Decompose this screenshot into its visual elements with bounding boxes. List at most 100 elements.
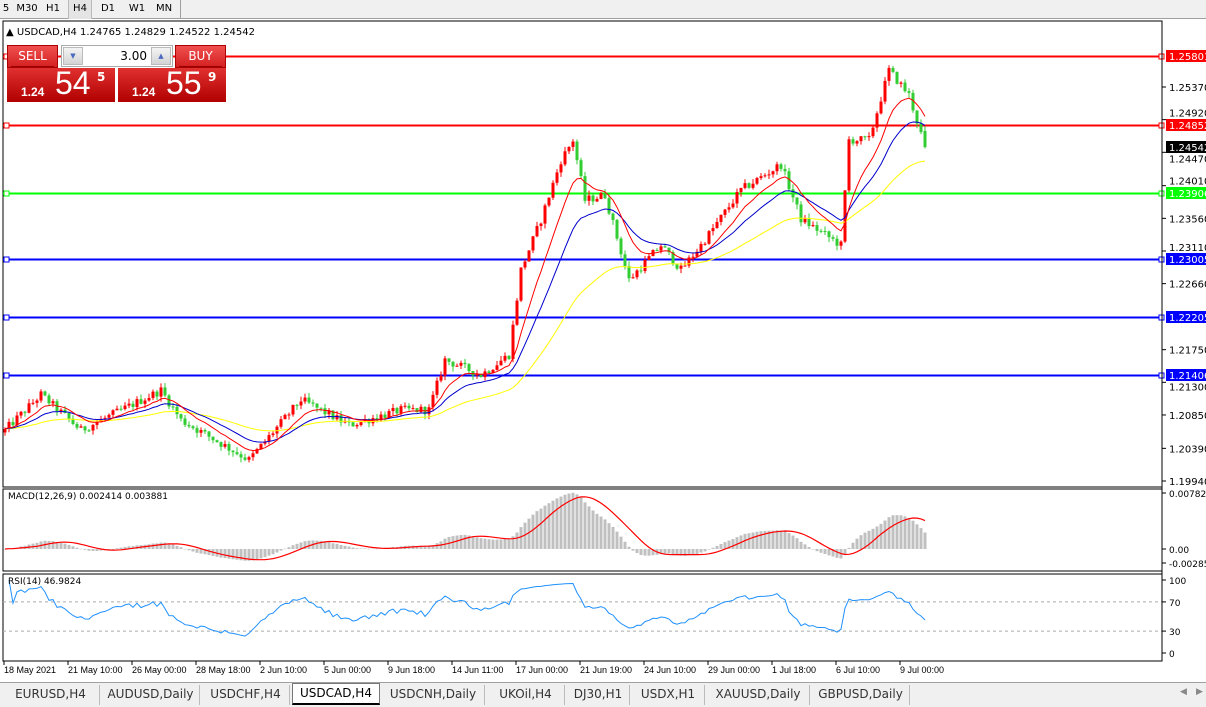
tabs-scroll-right-icon[interactable]: ▶ xyxy=(1196,687,1203,697)
candle-body xyxy=(879,101,883,114)
candle-body xyxy=(191,426,195,429)
time-axis-label: 9 Jul 00:00 xyxy=(900,665,944,675)
candle-body xyxy=(363,419,367,422)
chart-window[interactable]: 1.25370 1.24920 1.24470 1.24010 1.23560 1.231… xyxy=(0,0,1206,682)
candle-body xyxy=(831,237,835,239)
timeframe-mn[interactable]: MN xyxy=(155,3,173,14)
macd-histogram-bar xyxy=(591,510,595,549)
lot-spinner: ▼ ▲ xyxy=(61,45,173,67)
candle-body xyxy=(359,421,363,426)
macd-histogram-bar xyxy=(371,548,375,550)
candle-body xyxy=(491,369,495,373)
macd-histogram-bar xyxy=(251,549,255,561)
macd-histogram-bar xyxy=(107,549,111,550)
macd-histogram-bar xyxy=(491,539,495,549)
price-label-box xyxy=(1166,50,1206,62)
candle-body xyxy=(23,411,27,413)
candle-body xyxy=(527,250,531,262)
candle-body xyxy=(243,457,247,460)
macd-histogram-bar xyxy=(427,546,431,549)
macd-histogram-bar xyxy=(607,523,611,549)
macd-histogram-bar xyxy=(247,549,251,561)
timeframe-h1[interactable]: H1 xyxy=(46,3,60,14)
candle-body xyxy=(387,411,391,418)
candle-body xyxy=(655,250,659,252)
candle-body xyxy=(859,136,863,142)
macd-histogram-bar xyxy=(87,549,91,551)
tabs-scroll-left-icon[interactable]: ◀ xyxy=(1180,687,1187,697)
candle-body xyxy=(763,175,767,177)
macd-histogram-bar xyxy=(891,515,895,549)
tab-gbpusd-daily[interactable]: GBPUSD,Daily xyxy=(812,685,910,705)
candle-body xyxy=(895,71,899,84)
tab-usdchf-h4[interactable]: USDCHF,H4 xyxy=(202,685,290,705)
macd-histogram-bar xyxy=(795,538,799,549)
price-label-box xyxy=(1166,119,1206,131)
candle-body xyxy=(835,238,839,246)
lot-decrease-button[interactable]: ▼ xyxy=(63,47,83,65)
tab-dj30-h1[interactable]: DJ30,H1 xyxy=(567,685,630,705)
tab-usdx-h1[interactable]: USDX,H1 xyxy=(632,685,705,705)
candle-body xyxy=(39,391,43,401)
macd-histogram-bar xyxy=(179,547,183,549)
macd-histogram-bar xyxy=(295,543,299,549)
candle-body xyxy=(299,401,303,406)
timeframe-m30[interactable]: M30 xyxy=(16,3,38,14)
tab-usdcnh-daily[interactable]: USDCNH,Daily xyxy=(382,685,485,705)
macd-axis-label: -0.00285 xyxy=(1169,560,1206,570)
macd-histogram-bar xyxy=(667,549,671,554)
macd-histogram-bar xyxy=(219,549,223,558)
macd-histogram-bar xyxy=(431,545,435,549)
lot-input[interactable] xyxy=(84,46,150,66)
candle-body xyxy=(43,391,47,396)
macd-histogram-bar xyxy=(611,526,615,549)
time-axis-label: 24 Jun 10:00 xyxy=(644,665,696,675)
chart-tabs: ◀ ▶ EURUSD,H4 AUDUSD,Daily USDCHF,H4 USDCAD… xyxy=(0,682,1206,707)
candle-body xyxy=(719,214,723,222)
tab-ukoil-h4[interactable]: UKOil,H4 xyxy=(487,685,565,705)
sell-button[interactable]: SELL xyxy=(7,45,58,68)
macd-histogram-bar xyxy=(755,531,759,549)
timeframe-d1[interactable]: D1 xyxy=(100,3,116,14)
sell-price[interactable]: 1.24 54 5 xyxy=(7,65,115,102)
macd-histogram-bar xyxy=(619,536,623,549)
macd-axis-label: 0.00 xyxy=(1169,546,1189,556)
candle-body xyxy=(127,403,131,406)
macd-histogram-bar xyxy=(359,548,363,549)
macd-histogram-bar xyxy=(363,548,367,549)
candle-body xyxy=(211,436,215,441)
candle-body xyxy=(351,422,355,427)
price-axis-label: 1.21750 xyxy=(1169,346,1206,357)
hline-price-label: 1.23906 xyxy=(1169,189,1206,200)
tab-eurusd-h4[interactable]: EURUSD,H4 xyxy=(2,685,100,705)
macd-histogram-bar xyxy=(343,545,347,549)
timeframe-m5[interactable]: 5 xyxy=(2,3,10,14)
tab-usdcad-h4[interactable]: USDCAD,H4 xyxy=(292,683,380,705)
candle-body xyxy=(843,190,847,242)
macd-histogram-bar xyxy=(555,498,559,549)
macd-histogram-bar xyxy=(95,549,99,551)
macd-histogram-bar xyxy=(799,541,803,549)
macd-histogram-bar xyxy=(627,546,631,549)
buy-price-prefix: 1.24 xyxy=(132,85,156,99)
macd-histogram-bar xyxy=(879,523,883,549)
macd-histogram-bar xyxy=(567,493,571,549)
macd-histogram-bar xyxy=(895,515,899,549)
lot-increase-button[interactable]: ▲ xyxy=(151,47,171,65)
timeframe-h4[interactable]: H4 xyxy=(68,0,92,19)
candle-body xyxy=(635,270,639,278)
tab-audusd-daily[interactable]: AUDUSD,Daily xyxy=(102,685,200,705)
tab-xauusd-daily[interactable]: XAUUSD,Daily xyxy=(707,685,810,705)
candle-body xyxy=(355,425,359,427)
macd-histogram-bar xyxy=(843,549,847,555)
macd-histogram-bar xyxy=(335,543,339,549)
candle-body xyxy=(487,371,491,373)
buy-button[interactable]: BUY xyxy=(175,45,226,68)
timeframe-w1[interactable]: W1 xyxy=(128,3,146,14)
buy-price[interactable]: 1.24 55 9 xyxy=(118,65,226,102)
macd-histogram-bar xyxy=(643,549,647,556)
candle-body xyxy=(915,110,919,124)
macd-histogram-bar xyxy=(243,549,247,561)
candle-body xyxy=(435,380,439,395)
candle-body xyxy=(467,364,471,372)
